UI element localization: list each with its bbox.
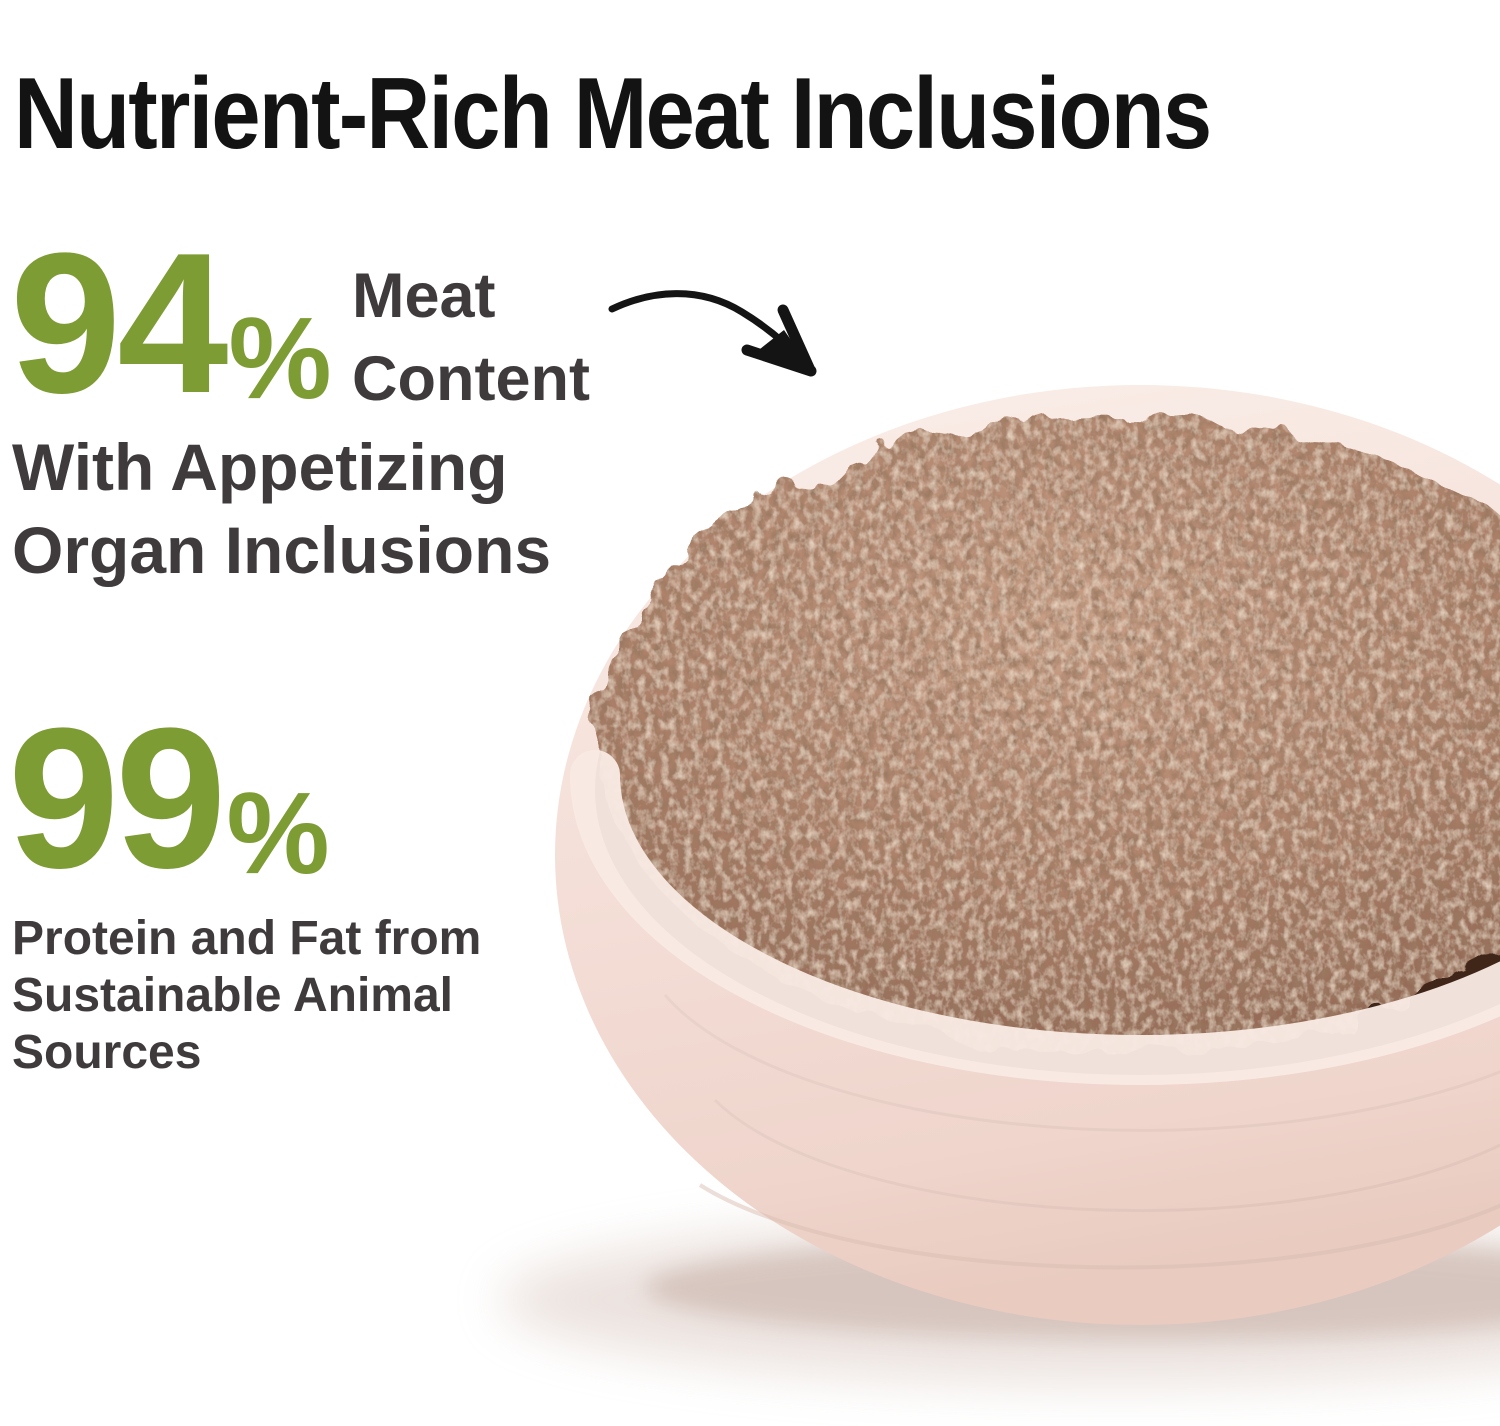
subheading: With Appetizing Organ Inclusions — [12, 426, 551, 592]
bowl-rim — [570, 750, 1500, 1085]
subheading-line1: With Appetizing — [12, 430, 508, 504]
subheading-line2: Organ Inclusions — [12, 513, 552, 587]
meat-stat-percent-sign: % — [228, 293, 332, 423]
meat-stat-label-line1: Meat — [352, 261, 496, 331]
meat-stat-label-line2: Content — [352, 344, 590, 414]
meat-heap — [595, 415, 1500, 1055]
protein-desc-line3: Sources — [12, 1026, 202, 1079]
page-title: Nutrient-Rich Meat Inclusions — [14, 57, 1212, 170]
meat-stat-label: Meat Content — [352, 255, 590, 421]
protein-stat-description: Protein and Fat from Sustainable Animal … — [12, 910, 481, 1081]
bowl-line — [698, 1183, 1500, 1270]
protein-stat-percent-sign: % — [226, 768, 330, 898]
protein-desc-line2: Sustainable Animal — [12, 969, 453, 1022]
protein-stat-value: 99 — [8, 687, 226, 910]
meat-stat-value: 94 — [10, 212, 228, 435]
meat-content-stat: 94 % — [10, 224, 332, 424]
protein-stat: 99 % — [8, 699, 330, 899]
protein-desc-line1: Protein and Fat from — [12, 912, 482, 965]
